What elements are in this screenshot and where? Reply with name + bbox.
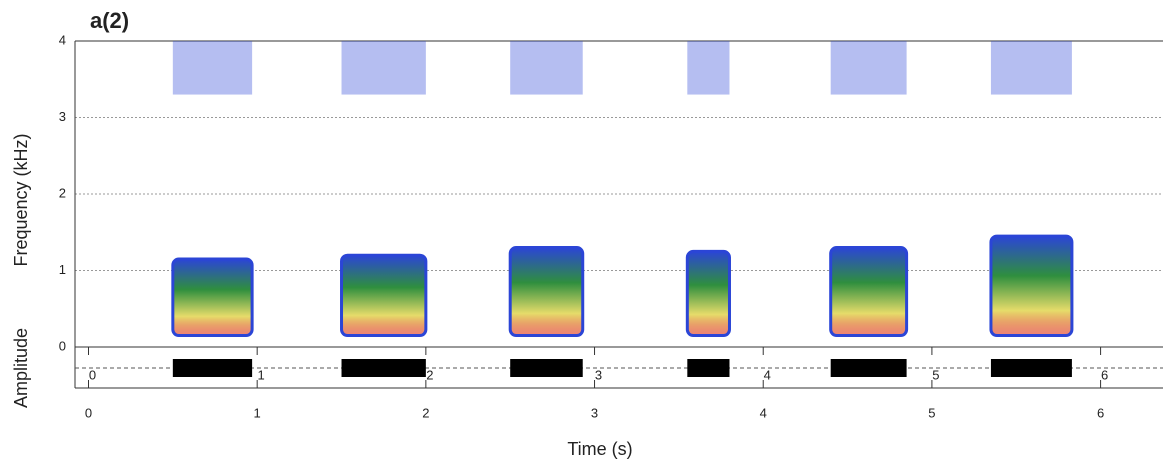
waveform [687,359,730,377]
y-tick-label: 4 [59,32,66,47]
call-band [340,253,428,338]
amplitude-tick-label: 2 [426,367,433,382]
y-tick-label: 3 [59,109,66,124]
x-tick-label: 5 [928,405,935,420]
waveform [990,359,1072,377]
noise-band [172,41,253,95]
noise-band [830,41,907,95]
amplitude-tick-label: 0 [89,367,96,382]
y-tick-label: 0 [59,338,66,353]
x-tick-label: 3 [591,405,598,420]
x-tick-label: 1 [254,405,261,420]
x-tick-label: 4 [760,405,767,420]
noise-band [687,41,730,95]
call-band [685,249,731,338]
noise-band [341,41,426,95]
x-tick-label: 6 [1097,405,1104,420]
x-tick-label: 0 [85,405,92,420]
chart-title: a(2) [90,8,129,33]
y-axis-label: Frequency (kHz) [11,133,31,266]
call-band [171,257,254,338]
amplitude-label: Amplitude [11,328,31,408]
amplitude-tick-label: 3 [595,367,602,382]
amplitude-tick-label: 4 [764,367,771,382]
waveform [510,359,583,377]
noise-band [990,41,1072,95]
call-band [829,246,909,338]
amplitude-tick-label: 6 [1101,367,1108,382]
waveform [830,359,907,377]
y-tick-label: 2 [59,185,66,200]
amplitude-tick-label: 1 [258,367,265,382]
x-axis-label: Time (s) [567,439,632,459]
call-band [989,234,1074,338]
x-tick-label: 2 [422,405,429,420]
amplitude-tick-label: 5 [932,367,939,382]
call-band [508,246,585,338]
y-tick-label: 1 [59,262,66,277]
noise-band [510,41,583,95]
waveform [341,359,426,377]
waveform [172,359,253,377]
